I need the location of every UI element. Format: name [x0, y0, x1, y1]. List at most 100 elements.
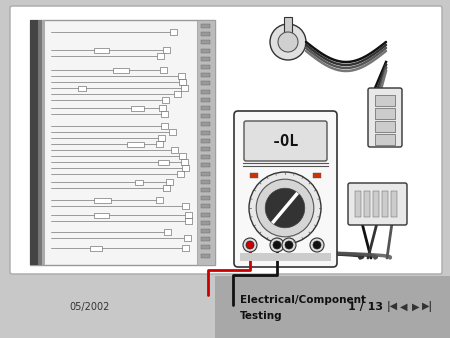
- Bar: [170, 29, 177, 35]
- Bar: [240, 253, 331, 261]
- Bar: [178, 73, 185, 79]
- Bar: [197, 20, 215, 265]
- Bar: [131, 106, 144, 111]
- Circle shape: [246, 241, 254, 249]
- Bar: [201, 172, 210, 176]
- Bar: [90, 246, 102, 251]
- Bar: [156, 141, 163, 147]
- Circle shape: [243, 238, 257, 252]
- Circle shape: [285, 241, 293, 249]
- Bar: [201, 106, 210, 110]
- Bar: [159, 105, 166, 111]
- Bar: [127, 142, 144, 147]
- Bar: [201, 98, 210, 102]
- Bar: [375, 95, 395, 106]
- FancyBboxPatch shape: [234, 111, 337, 267]
- Bar: [391, 191, 397, 217]
- Bar: [201, 122, 210, 126]
- Circle shape: [310, 238, 324, 252]
- Bar: [184, 235, 191, 241]
- Bar: [163, 47, 170, 53]
- Bar: [201, 65, 210, 69]
- Bar: [0, 276, 450, 338]
- Bar: [179, 79, 186, 85]
- Bar: [201, 139, 210, 143]
- Bar: [94, 48, 109, 53]
- Bar: [158, 135, 165, 141]
- Bar: [179, 153, 186, 159]
- Bar: [164, 229, 171, 235]
- Bar: [169, 129, 176, 135]
- Bar: [201, 24, 210, 28]
- Bar: [30, 20, 215, 265]
- Bar: [174, 91, 181, 97]
- Text: |◀: |◀: [387, 301, 397, 313]
- Bar: [201, 213, 210, 217]
- Bar: [181, 159, 188, 165]
- Bar: [157, 53, 164, 59]
- Text: 05/2002: 05/2002: [70, 302, 110, 312]
- Bar: [201, 73, 210, 77]
- Text: -OL: -OL: [272, 134, 299, 148]
- Bar: [185, 212, 192, 218]
- Bar: [250, 173, 258, 178]
- Bar: [201, 180, 210, 184]
- Bar: [94, 198, 111, 203]
- Bar: [163, 185, 170, 191]
- Bar: [201, 32, 210, 36]
- Bar: [375, 121, 395, 132]
- Bar: [182, 245, 189, 251]
- Bar: [160, 67, 167, 73]
- Bar: [201, 163, 210, 167]
- Text: 1 / 13: 1 / 13: [348, 302, 383, 312]
- Bar: [375, 108, 395, 119]
- Bar: [201, 155, 210, 159]
- Bar: [201, 49, 210, 53]
- Bar: [201, 130, 210, 135]
- Bar: [158, 160, 169, 165]
- Bar: [201, 147, 210, 151]
- Bar: [156, 197, 163, 203]
- Circle shape: [313, 241, 321, 249]
- Bar: [161, 111, 168, 117]
- Bar: [201, 204, 210, 209]
- Bar: [166, 179, 173, 185]
- Bar: [182, 165, 189, 171]
- Bar: [42, 20, 45, 265]
- Bar: [373, 191, 379, 217]
- Bar: [135, 180, 143, 185]
- Bar: [201, 41, 210, 44]
- Circle shape: [256, 179, 314, 237]
- Bar: [201, 188, 210, 192]
- Bar: [201, 196, 210, 200]
- Bar: [177, 171, 184, 177]
- Text: Electrical/Component: Electrical/Component: [240, 294, 366, 305]
- FancyBboxPatch shape: [10, 6, 442, 274]
- FancyBboxPatch shape: [244, 121, 327, 161]
- FancyBboxPatch shape: [348, 183, 407, 225]
- Bar: [171, 147, 178, 153]
- Text: ▶|: ▶|: [423, 301, 433, 313]
- Circle shape: [270, 24, 306, 60]
- Bar: [161, 123, 168, 129]
- Bar: [181, 85, 188, 91]
- Bar: [185, 218, 192, 224]
- Bar: [30, 20, 38, 265]
- Bar: [364, 191, 370, 217]
- Bar: [182, 203, 189, 209]
- Bar: [201, 229, 210, 233]
- Bar: [94, 213, 109, 218]
- Bar: [201, 57, 210, 61]
- Circle shape: [270, 238, 284, 252]
- Bar: [201, 81, 210, 86]
- Text: Testing: Testing: [240, 311, 283, 321]
- Bar: [201, 221, 210, 225]
- Bar: [355, 191, 361, 217]
- Bar: [113, 68, 129, 73]
- Bar: [382, 191, 388, 217]
- Bar: [375, 134, 395, 145]
- Bar: [201, 245, 210, 249]
- Bar: [313, 173, 321, 178]
- Bar: [201, 254, 210, 258]
- Bar: [78, 86, 86, 91]
